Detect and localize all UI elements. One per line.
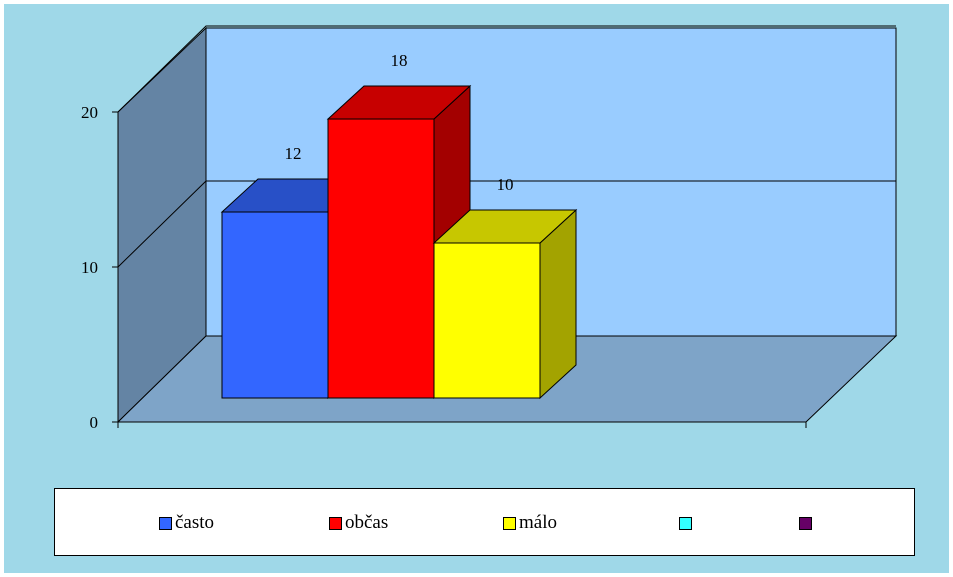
legend-item: málo bbox=[503, 512, 557, 534]
legend-item bbox=[679, 512, 695, 534]
legend-item: občas bbox=[329, 512, 388, 534]
legend-swatch bbox=[159, 516, 172, 530]
gridlines bbox=[117, 25, 896, 268]
bar-front bbox=[221, 211, 329, 399]
gridline bbox=[117, 25, 896, 113]
legend-label: často bbox=[175, 512, 215, 533]
legend-swatch bbox=[679, 516, 692, 530]
legend-item: často bbox=[159, 512, 214, 534]
legend: často občas málo bbox=[54, 488, 915, 556]
y-tick-label: 20 bbox=[81, 103, 98, 122]
legend-label: málo bbox=[519, 512, 557, 533]
data-label: 12 bbox=[285, 144, 302, 163]
axes bbox=[112, 111, 807, 428]
data-label: 18 bbox=[391, 51, 408, 70]
legend-swatch bbox=[329, 516, 342, 530]
y-tick-label: 0 bbox=[90, 413, 99, 432]
legend-label: občas bbox=[345, 512, 389, 533]
y-tick-label: 10 bbox=[81, 258, 98, 277]
gridline bbox=[117, 180, 896, 268]
labels: 0 10 20 12 18 10 bbox=[81, 51, 514, 432]
legend-swatch bbox=[503, 516, 516, 530]
bar bbox=[326, 84, 472, 400]
bars bbox=[220, 84, 578, 400]
data-label: 10 bbox=[497, 175, 514, 194]
bar-front bbox=[433, 242, 541, 399]
bar bbox=[432, 208, 578, 400]
legend-item bbox=[799, 512, 815, 534]
bar-front bbox=[327, 118, 435, 399]
legend-swatch bbox=[799, 516, 812, 530]
